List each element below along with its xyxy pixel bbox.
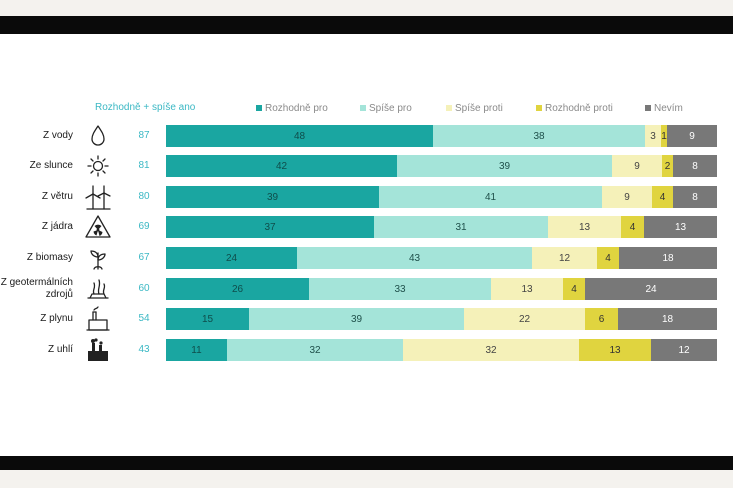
legend-swatch xyxy=(360,105,366,111)
bar-segment: 13 xyxy=(491,278,563,300)
sum-value: 80 xyxy=(138,191,150,202)
bar-segment: 4 xyxy=(597,247,619,269)
legend-item: Nevím xyxy=(645,101,683,115)
stacked-bar: 48 38 3 1 9 xyxy=(166,125,717,147)
bar-segment: 4 xyxy=(563,278,585,300)
bar-segment: 9 xyxy=(602,186,652,208)
bar-segment: 26 xyxy=(166,278,309,300)
sum-value: 87 xyxy=(138,130,150,141)
gas-plant-icon xyxy=(84,306,112,332)
coal-plant-icon xyxy=(84,337,112,363)
bar-segment: 39 xyxy=(397,155,612,177)
bar-segment: 13 xyxy=(579,339,651,361)
bar-segment: 15 xyxy=(166,308,249,330)
legend-label: Rozhodně proti xyxy=(545,102,613,114)
legend-swatch xyxy=(536,105,542,111)
bar-segment: 9 xyxy=(612,155,662,177)
stacked-bar: 42 39 9 2 8 xyxy=(166,155,717,177)
bar-segment: 18 xyxy=(619,247,717,269)
label-ze-slunce: Ze slunce xyxy=(29,160,73,171)
legend-item: Rozhodně proti xyxy=(536,101,613,115)
stacked-bar: 15 39 22 6 18 xyxy=(166,308,717,330)
sum-value: 69 xyxy=(138,221,150,232)
legend-label: Nevím xyxy=(654,102,683,114)
chart-panel xyxy=(0,34,733,456)
legend-item: Spíše pro xyxy=(360,101,412,115)
sum-value: 54 xyxy=(138,313,150,324)
bar-segment: 32 xyxy=(403,339,579,361)
bar-segment: 48 xyxy=(166,125,433,147)
legend-swatch xyxy=(645,105,651,111)
label-z-vody: Z vody xyxy=(42,130,73,141)
label-z-biomasy: Z biomasy xyxy=(26,252,73,263)
stacked-bar: 26 33 13 4 24 xyxy=(166,278,717,300)
legend-label: Spíše proti xyxy=(455,102,503,114)
radiation-icon xyxy=(84,214,112,240)
legend-swatch xyxy=(446,105,452,111)
stacked-bar: 39 41 9 4 8 xyxy=(166,186,717,208)
sun-icon xyxy=(84,153,112,179)
bar-segment: 43 xyxy=(297,247,532,269)
legend-label: Spíše pro xyxy=(369,102,412,114)
bottom-frame-bar xyxy=(0,456,733,470)
label-z-vetru: Z větru xyxy=(41,191,73,202)
label-z-jadra: Z jádra xyxy=(41,221,73,232)
bar-segment: 13 xyxy=(548,216,621,238)
plant-icon xyxy=(84,245,112,271)
stacked-bar: 11 32 32 13 12 xyxy=(166,339,717,361)
bar-segment: 9 xyxy=(667,125,717,147)
bar-segment: 32 xyxy=(227,339,403,361)
bar-segment: 24 xyxy=(166,247,297,269)
sum-value: 60 xyxy=(138,283,150,294)
water-drop-icon xyxy=(84,123,112,149)
bar-segment: 1 xyxy=(661,125,667,147)
bar-segment: 41 xyxy=(379,186,602,208)
bar-segment: 8 xyxy=(673,186,717,208)
bar-segment: 4 xyxy=(652,186,673,208)
bar-segment: 2 xyxy=(662,155,673,177)
sum-column-header: Rozhodně + spíše ano xyxy=(95,102,196,113)
bar-segment: 37 xyxy=(166,216,374,238)
legend-swatch xyxy=(256,105,262,111)
bar-segment: 22 xyxy=(464,308,585,330)
legend-item: Spíše proti xyxy=(446,101,503,115)
bar-segment: 13 xyxy=(644,216,717,238)
bar-segment: 33 xyxy=(309,278,491,300)
legend-item: Rozhodně pro xyxy=(256,101,328,115)
top-frame-bar xyxy=(0,16,733,34)
sum-value: 67 xyxy=(138,252,150,263)
wind-turbine-icon xyxy=(84,184,112,210)
label-z-plynu: Z plynu xyxy=(40,313,73,324)
bar-segment: 4 xyxy=(621,216,644,238)
legend-label: Rozhodně pro xyxy=(265,102,328,114)
bar-segment: 42 xyxy=(166,155,397,177)
sum-value: 81 xyxy=(138,160,150,171)
label-z-uhli: Z uhlí xyxy=(47,344,73,355)
bar-segment: 18 xyxy=(618,308,717,330)
bar-segment: 12 xyxy=(651,339,717,361)
stacked-bar: 37 31 13 4 13 xyxy=(166,216,717,238)
bar-segment: 39 xyxy=(166,186,379,208)
label-z-geotermalnich-zdroju: Z geotermálních zdrojů xyxy=(0,277,73,300)
bar-segment: 11 xyxy=(166,339,227,361)
stacked-bar: 24 43 12 4 18 xyxy=(166,247,717,269)
bar-segment: 39 xyxy=(249,308,464,330)
bar-segment: 38 xyxy=(433,125,645,147)
bar-segment: 6 xyxy=(585,308,618,330)
bar-segment: 3 xyxy=(645,125,661,147)
sum-value: 43 xyxy=(138,344,150,355)
geothermal-icon xyxy=(84,276,112,302)
bar-segment: 8 xyxy=(673,155,717,177)
bar-segment: 24 xyxy=(585,278,717,300)
bar-segment: 31 xyxy=(374,216,548,238)
bar-segment: 12 xyxy=(532,247,597,269)
